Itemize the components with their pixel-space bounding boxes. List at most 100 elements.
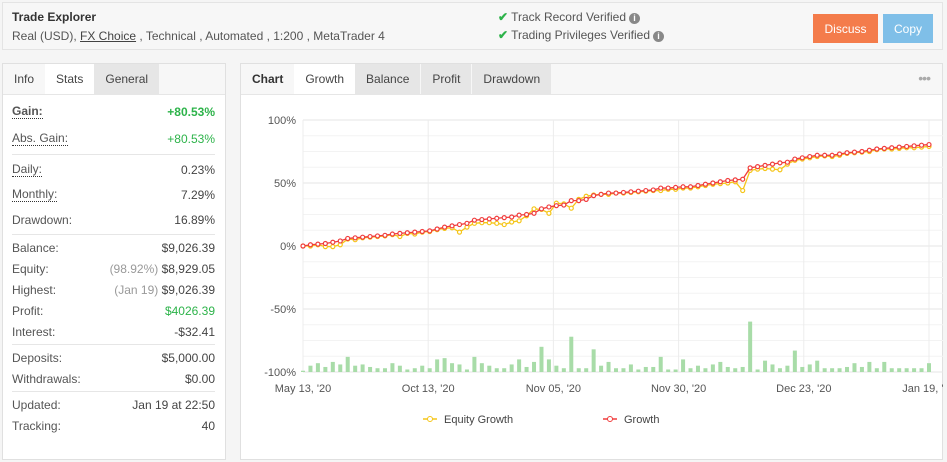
volume-bar — [643, 366, 648, 372]
volume-bar — [435, 359, 440, 372]
y-tick-label: 100% — [268, 115, 296, 127]
volume-bar — [912, 368, 917, 372]
data-point — [315, 241, 321, 247]
volume-bar — [688, 368, 693, 372]
volume-bar — [591, 349, 596, 372]
y-tick-label: -50% — [270, 304, 296, 316]
volume-bar — [494, 368, 499, 372]
stat-value: 7.29% — [181, 188, 215, 202]
volume-bar — [524, 366, 529, 372]
stat-value: $4026.39 — [165, 304, 215, 318]
legend-label: Growth — [624, 414, 659, 426]
copy-button[interactable]: Copy — [883, 14, 933, 43]
data-point — [419, 228, 425, 235]
x-tick-label: Oct 13, '20 — [402, 383, 455, 395]
account-header: Trade Explorer Real (USD), FX Choice , T… — [2, 2, 943, 50]
stat-amount: $9,026.39 — [161, 240, 215, 255]
volume-bar — [546, 359, 551, 372]
data-point — [471, 217, 478, 223]
data-point — [844, 150, 850, 156]
stat-value: Jan 19 at 22:50 — [132, 398, 215, 412]
y-tick-label: 50% — [274, 178, 296, 190]
stat-label: Interest: — [12, 324, 56, 339]
stat-value: $0.00 — [185, 372, 215, 386]
stat-row: Gain: +80.53% — [12, 98, 215, 125]
data-point — [814, 152, 820, 158]
stat-amount: +80.53% — [167, 131, 215, 146]
stat-note: (Jan 19) — [114, 282, 159, 297]
data-point — [613, 190, 619, 196]
stat-note: (98.92%) — [109, 261, 159, 276]
stat-label: Abs. Gain: — [12, 131, 69, 146]
data-point — [680, 184, 686, 190]
stat-row: Equity: (98.92%) $8,929.05 — [12, 258, 215, 279]
y-tick-label: 0% — [280, 241, 296, 253]
more-dots-icon[interactable]: ••• — [918, 70, 931, 86]
data-point — [322, 240, 328, 247]
stat-row: Interest: -$32.41 — [12, 321, 215, 342]
data-point — [456, 229, 463, 235]
stat-amount: -$32.41 — [174, 324, 215, 339]
data-point — [725, 177, 731, 184]
data-point — [866, 147, 872, 153]
data-point — [434, 226, 440, 232]
stat-amount: $5,000.00 — [161, 350, 215, 365]
stat-value: (98.92%) $8,929.05 — [110, 262, 215, 276]
volume-bar — [770, 364, 775, 372]
data-point — [561, 202, 567, 208]
data-point — [568, 198, 574, 204]
volume-bar — [315, 363, 320, 372]
tab-info[interactable]: Info — [14, 72, 35, 86]
data-point — [896, 144, 902, 150]
stat-row: Monthly: 7.29% — [12, 182, 215, 207]
data-point — [628, 189, 634, 195]
account-type: Real (USD), — [12, 29, 81, 43]
legend-marker — [607, 416, 613, 422]
data-point — [740, 187, 746, 194]
stat-value: 40 — [202, 419, 215, 433]
tab-profit[interactable]: Profit — [421, 64, 472, 94]
data-point — [568, 205, 574, 211]
chart-tabs: Chart Growth Balance Profit Drawdown ••• — [241, 64, 942, 95]
tab-balance[interactable]: Balance — [355, 64, 421, 94]
data-point — [695, 182, 701, 189]
account-details: Real (USD), FX Choice , Technical , Auto… — [12, 29, 385, 43]
series-line-equity-growth — [303, 145, 930, 248]
x-tick-label: Nov 05, '20 — [526, 383, 581, 395]
stats-panel: Info Stats General Gain: +80.53% Abs. Gain… — [2, 63, 226, 460]
volume-bar — [457, 364, 462, 372]
volume-bar — [554, 365, 559, 372]
broker-link[interactable]: FX Choice — [80, 29, 137, 43]
data-point — [389, 231, 396, 237]
data-point — [926, 141, 932, 148]
stat-label: Updated: — [12, 397, 61, 412]
data-point — [777, 167, 783, 173]
tab-drawdown[interactable]: Drawdown — [472, 64, 552, 94]
discuss-button[interactable]: Discuss — [813, 14, 878, 43]
data-point — [769, 166, 776, 172]
volume-bar — [427, 368, 432, 372]
data-point — [531, 206, 537, 212]
data-point — [583, 196, 589, 202]
data-point — [553, 203, 559, 209]
volume-bar — [487, 365, 492, 372]
data-point — [397, 230, 403, 236]
stat-label: Profit: — [12, 303, 44, 318]
info-icon[interactable]: i — [653, 31, 665, 42]
data-point — [918, 142, 925, 148]
data-point — [777, 160, 783, 166]
stat-label: Drawdown: — [12, 212, 73, 227]
stat-row: Daily: 0.23% — [12, 157, 215, 182]
tab-growth[interactable]: Growth — [294, 64, 356, 94]
volume-bar — [740, 366, 745, 372]
volume-bar — [822, 368, 827, 372]
volume-bar — [636, 369, 641, 372]
y-tick-label: -100% — [264, 367, 296, 379]
stat-value: +80.53% — [167, 132, 215, 146]
volume-bar — [695, 365, 700, 372]
tab-stats[interactable]: Stats — [45, 64, 95, 94]
info-icon[interactable]: i — [629, 13, 640, 24]
volume-bar — [576, 368, 581, 372]
tab-general[interactable]: General — [94, 64, 160, 94]
data-point — [516, 218, 522, 224]
